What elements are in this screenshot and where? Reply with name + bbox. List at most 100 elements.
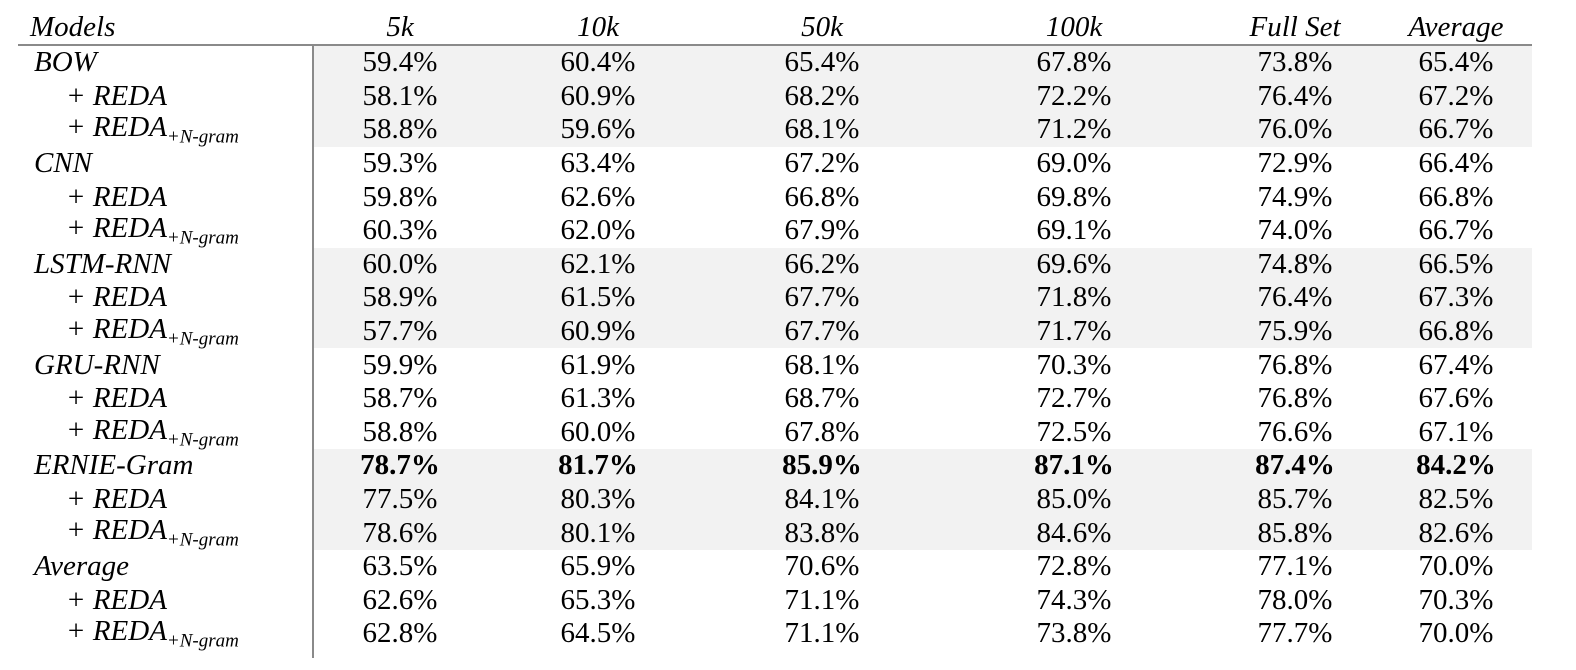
model-variant: + REDA	[66, 79, 167, 112]
table-row: + REDA 58.1% 60.9% 68.2% 72.2% 76.4% 67.2%	[18, 79, 1532, 114]
variant-label: + REDA	[66, 180, 167, 213]
cell-100k: 70.3%	[1036, 348, 1112, 381]
variant-label: + REDA	[66, 514, 167, 547]
results-table: Models 5k 10k 50k 100k Full Set Average …	[18, 10, 1532, 658]
cell-5k: 62.6%	[362, 583, 438, 616]
cell-10k: 61.9%	[560, 348, 636, 381]
cell-50k: 83.8%	[784, 516, 860, 549]
cell-50k: 67.9%	[784, 214, 860, 247]
cell-50k: 66.2%	[784, 247, 860, 280]
cell-5k: 58.8%	[362, 113, 438, 146]
model-variant: + REDA+N-gram	[66, 211, 239, 249]
table-row: + REDA+N-gram 57.7% 60.9% 67.7% 71.7% 75.9% 66…	[18, 314, 1532, 350]
cell-100k: 84.6%	[1036, 516, 1112, 549]
cell-average: 82.6%	[1418, 516, 1494, 549]
cell-50k: 68.1%	[784, 113, 860, 146]
cell-5k: 63.5%	[362, 550, 438, 583]
variant-label: + REDA	[66, 211, 167, 244]
cell-50k: 84.1%	[784, 483, 860, 516]
cell-average: 66.7%	[1418, 214, 1494, 247]
cell-5k: 58.9%	[362, 281, 438, 314]
cell-5k: 60.3%	[362, 214, 438, 247]
variant-label: + REDA	[66, 79, 167, 112]
cell-10k: 80.1%	[560, 516, 636, 549]
model-name: GRU-RNN	[34, 348, 160, 381]
cell-100k: 72.7%	[1036, 382, 1112, 415]
cell-5k: 59.9%	[362, 348, 438, 381]
table-row: + REDA 77.5% 80.3% 84.1% 85.0% 85.7% 82.5%	[18, 482, 1532, 517]
variant-label: + REDA	[66, 413, 167, 446]
header-models: Models	[30, 10, 116, 43]
cell-average: 66.7%	[1418, 113, 1494, 146]
cell-full-set: 77.1%	[1257, 550, 1333, 583]
cell-10k: 60.9%	[560, 315, 636, 348]
cell-full-set: 77.7%	[1257, 617, 1333, 650]
model-variant: + REDA+N-gram	[66, 314, 239, 350]
row-shading	[312, 314, 1532, 349]
cell-average: 66.5%	[1418, 247, 1494, 280]
cell-10k: 59.6%	[560, 113, 636, 146]
cell-average: 66.8%	[1418, 315, 1494, 348]
table-body: BOW 59.4% 60.4% 65.4% 67.8% 73.8% 65.4% + REDA 5…	[18, 46, 1532, 651]
cell-full-set: 76.4%	[1257, 79, 1333, 112]
variant-subscript: +N-gram	[166, 328, 239, 350]
model-variant: + REDA	[66, 583, 167, 616]
cell-100k: 71.2%	[1036, 113, 1112, 146]
model-variant: + REDA	[66, 180, 167, 213]
cell-10k: 80.3%	[560, 483, 636, 516]
model-name: CNN	[34, 147, 93, 180]
cell-average: 70.3%	[1418, 583, 1494, 616]
variant-label: + REDA	[66, 583, 167, 616]
cell-full-set: 74.9%	[1257, 180, 1333, 213]
cell-50k: 68.7%	[784, 382, 860, 415]
model-name: ERNIE-Gram	[34, 449, 194, 482]
cell-average: 67.2%	[1418, 79, 1494, 112]
table-row: Average 63.5% 65.9% 70.6% 72.8% 77.1% 70.0%	[18, 550, 1532, 584]
cell-5k: 77.5%	[362, 483, 438, 516]
table-row: ERNIE-Gram 78.7% 81.7% 85.9% 87.1% 87.4% 84.2%	[18, 449, 1532, 483]
model-variant: + REDA+N-gram	[66, 516, 239, 550]
variant-label: + REDA	[66, 111, 167, 144]
cell-full-set: 76.8%	[1257, 382, 1333, 415]
table-row: + REDA 58.9% 61.5% 67.7% 71.8% 76.4% 67.3%	[18, 281, 1532, 315]
cell-full-set: 85.8%	[1257, 516, 1333, 549]
row-shading	[312, 247, 1532, 282]
cell-10k: 60.9%	[560, 79, 636, 112]
row-shading	[312, 482, 1532, 517]
model-name: BOW	[34, 46, 97, 79]
cell-100k: 71.8%	[1036, 281, 1112, 314]
row-shading	[312, 46, 1532, 80]
table-row: + REDA 59.8% 62.6% 66.8% 69.8% 74.9% 66.8%	[18, 180, 1532, 214]
cell-average: 66.4%	[1418, 147, 1494, 180]
table-header: Models 5k 10k 50k 100k Full Set Average	[18, 10, 1532, 46]
cell-100k: 69.0%	[1036, 147, 1112, 180]
cell-100k: 69.1%	[1036, 214, 1112, 247]
cell-50k: 67.8%	[784, 415, 860, 448]
cell-50k: 85.9%	[782, 449, 862, 482]
variant-subscript: +N-gram	[166, 227, 239, 249]
cell-average: 82.5%	[1418, 483, 1494, 516]
variant-subscript: +N-gram	[166, 126, 239, 148]
table-row: + REDA+N-gram 78.6% 80.1% 83.8% 84.6% 85.8% 82…	[18, 516, 1532, 550]
cell-10k: 65.3%	[560, 583, 636, 616]
row-shading	[312, 79, 1532, 114]
cell-10k: 61.5%	[560, 281, 636, 314]
cell-full-set: 74.8%	[1257, 247, 1333, 280]
cell-average: 84.2%	[1416, 449, 1496, 482]
cell-10k: 81.7%	[558, 449, 638, 482]
variant-subscript: +N-gram	[166, 630, 239, 652]
cell-50k: 70.6%	[784, 550, 860, 583]
cell-50k: 67.7%	[784, 281, 860, 314]
variant-label: + REDA	[66, 281, 167, 314]
row-shading	[312, 113, 1532, 147]
cell-full-set: 76.8%	[1257, 348, 1333, 381]
cell-10k: 62.6%	[560, 180, 636, 213]
cell-10k: 62.0%	[560, 214, 636, 247]
model-variant: + REDA+N-gram	[66, 617, 239, 651]
cell-full-set: 73.8%	[1257, 46, 1333, 79]
table-row: + REDA+N-gram 58.8% 60.0% 67.8% 72.5% 76.6% 67…	[18, 413, 1532, 449]
table-row: CNN 59.3% 63.4% 67.2% 69.0% 72.9% 66.4%	[18, 147, 1532, 181]
row-shading	[312, 281, 1532, 315]
cell-50k: 65.4%	[784, 46, 860, 79]
cell-10k: 64.5%	[560, 617, 636, 650]
